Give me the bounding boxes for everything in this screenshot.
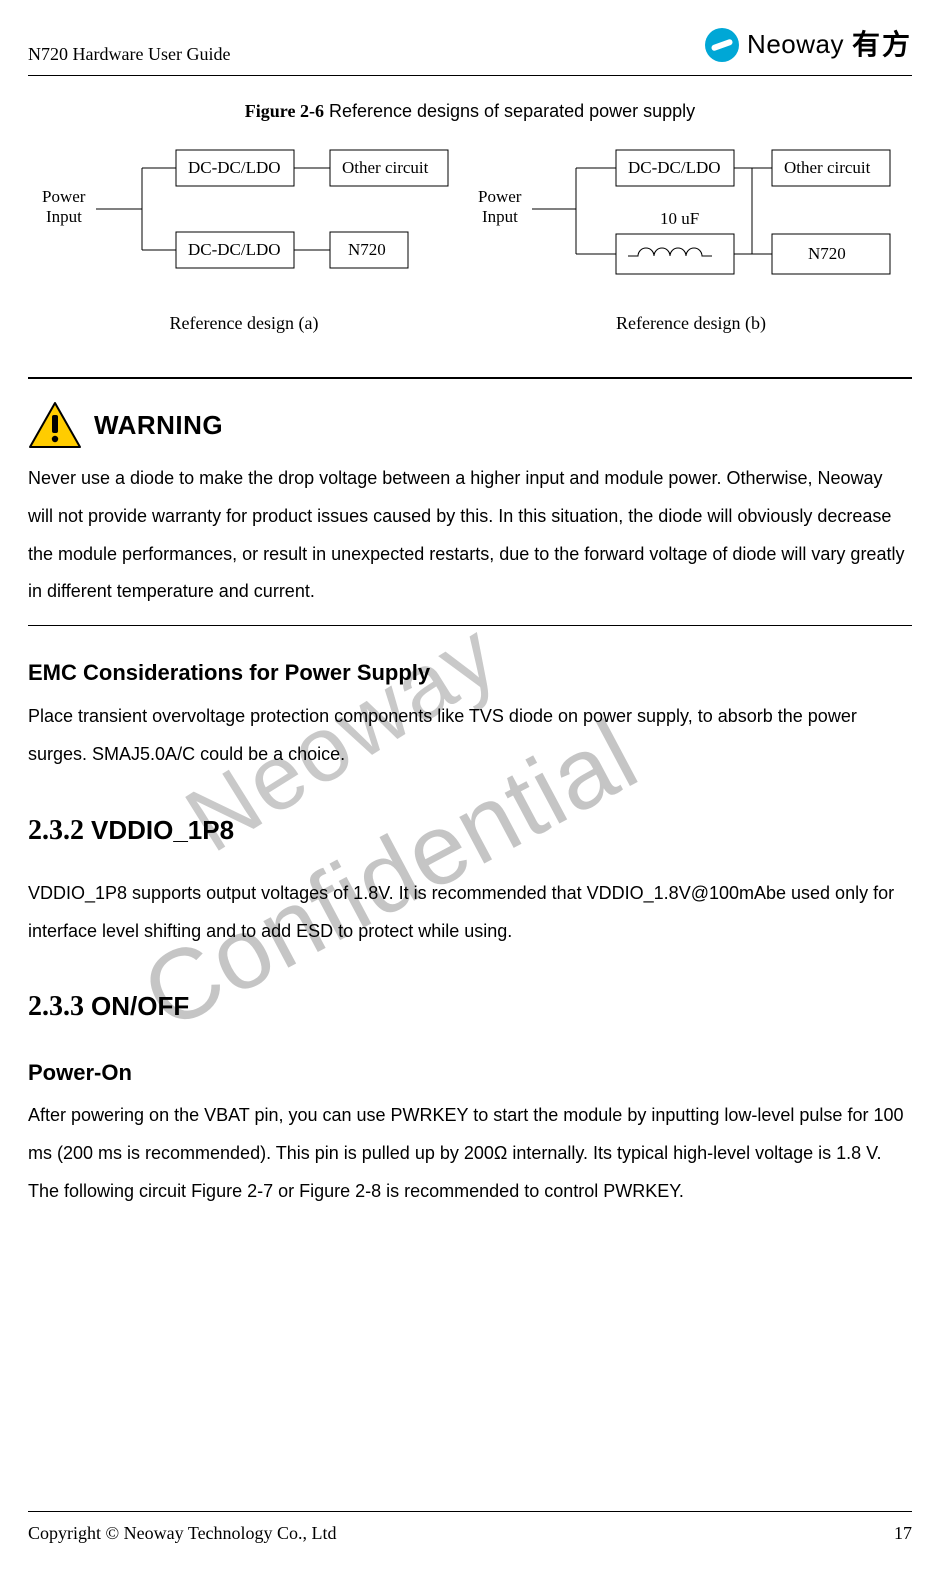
neoway-logo-icon (705, 28, 739, 62)
box-other-top: Other circuit (342, 158, 429, 177)
power-on-title: Power-On (28, 1052, 912, 1094)
sectitle-232: VDDIO_1P8 (91, 815, 234, 845)
footer-pagenum: 17 (894, 1516, 912, 1550)
divider-top (28, 377, 912, 379)
ref-caption-a: Reference design (a) (34, 306, 454, 340)
label-power-input-b2: Input (482, 207, 518, 226)
s233-text: After powering on the VBAT pin, you can … (28, 1097, 912, 1210)
figure-title: Reference designs of separated power sup… (324, 101, 695, 121)
box-dcdc-top: DC-DC/LDO (188, 158, 281, 177)
sectitle-233: ON/OFF (91, 991, 189, 1021)
secnum-232: 2.3.2 (28, 815, 91, 846)
box-dcdc-b: DC-DC/LDO (628, 158, 721, 177)
page-header: N720 Hardware User Guide Neoway 有方 (28, 0, 912, 76)
emc-title: EMC Considerations for Power Supply (28, 652, 912, 694)
divider-under-warning (28, 625, 912, 626)
ref-design-b: Power Input DC-DC/LDO Other circuit 10 u… (476, 138, 906, 340)
warning-icon (28, 401, 82, 449)
s232-text: VDDIO_1P8 supports output voltages of 1.… (28, 875, 912, 951)
brand-logo: Neoway 有方 (705, 18, 912, 71)
warning-row: WARNING (28, 401, 912, 450)
figure-number: Figure 2-6 (245, 101, 324, 121)
diagram-a: Power Input DC-DC/LDO Other circuit DC-D… (34, 138, 454, 298)
page-footer: Copyright © Neoway Technology Co., Ltd 1… (28, 1511, 912, 1550)
label-power-input2: Input (46, 207, 82, 226)
diagram-b: Power Input DC-DC/LDO Other circuit 10 u… (476, 138, 906, 298)
section-2-3-2: 2.3.2 VDDIO_1P8 (28, 804, 912, 857)
ref-caption-b: Reference design (b) (476, 306, 906, 340)
header-title: N720 Hardware User Guide (28, 37, 230, 71)
box-dcdc-bot: DC-DC/LDO (188, 240, 281, 259)
box-n720-b: N720 (808, 244, 846, 263)
emc-text: Place transient overvoltage protection c… (28, 698, 912, 774)
logo-text: Neoway (747, 20, 844, 69)
box-other-b: Other circuit (784, 158, 871, 177)
warning-label: WARNING (94, 401, 223, 450)
section-2-3-3: 2.3.3 ON/OFF (28, 980, 912, 1033)
secnum-233: 2.3.3 (28, 991, 91, 1022)
figure-caption: Figure 2-6 Reference designs of separate… (28, 94, 912, 128)
figure-wrap: Power Input DC-DC/LDO Other circuit DC-D… (28, 138, 912, 340)
logo-cn: 有方 (852, 18, 912, 71)
inductor-label: 10 uF (660, 209, 699, 228)
label-power-input-b: Power (478, 187, 522, 206)
warning-text: Never use a diode to make the drop volta… (28, 460, 912, 611)
label-power-input: Power (42, 187, 86, 206)
footer-copyright: Copyright © Neoway Technology Co., Ltd (28, 1516, 337, 1550)
box-n720-a: N720 (348, 240, 386, 259)
ref-design-a: Power Input DC-DC/LDO Other circuit DC-D… (34, 138, 454, 340)
